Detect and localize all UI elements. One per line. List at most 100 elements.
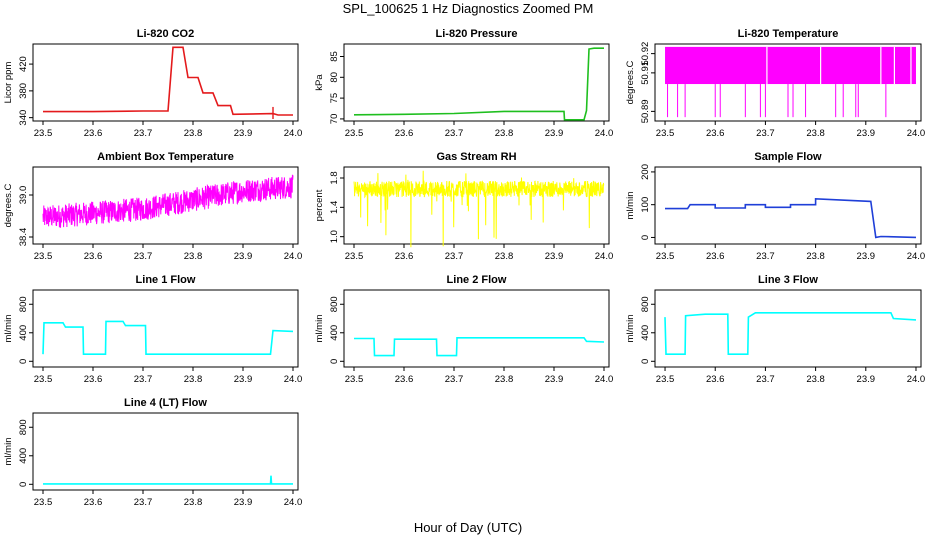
panel-1: Li-820 CO2 23.5 23.6 23.7 23.8 23.9 24.0 340 380… (3, 28, 302, 139)
y-tick-label: 0 (329, 359, 340, 364)
y-tick-label: 75 (329, 93, 340, 104)
x-tick-label: 24.0 (284, 251, 303, 262)
series-line (353, 47, 604, 121)
x-tick-label: 23.5 (34, 128, 53, 139)
y-tick-label: 50.91 (640, 61, 651, 85)
y-tick-label: 1.8 (329, 171, 340, 184)
x-tick-label: 23.9 (857, 251, 876, 262)
x-tick-label: 23.8 (184, 497, 203, 508)
figure-xlabel: Hour of Day (UTC) (414, 520, 522, 535)
x-tick-label: 23.8 (806, 128, 825, 139)
x-tick-label: 23.8 (495, 251, 514, 262)
figure-title: SPL_100625 1 Hz Diagnostics Zoomed PM (343, 1, 594, 16)
x-tick-label: 23.5 (34, 497, 53, 508)
y-tick-label: 340 (18, 110, 29, 126)
y-tick-label: 50.89 (640, 99, 651, 123)
y-axis-label: ml/min (625, 315, 636, 343)
x-tick-label: 23.6 (706, 251, 725, 262)
series-line (42, 320, 294, 356)
y-axis-label: ml/min (314, 315, 325, 343)
x-tick-label: 23.7 (756, 374, 775, 385)
panel-title: Line 1 Flow (136, 274, 196, 286)
panel-title: Li-820 Temperature (738, 28, 839, 40)
x-tick-label: 23.6 (84, 251, 103, 262)
x-tick-label: 23.7 (756, 128, 775, 139)
panel-title: Line 2 Flow (447, 274, 507, 286)
panel-title: Gas Stream RH (436, 151, 516, 163)
y-tick-label: 400 (640, 325, 651, 341)
y-tick-label: 50.92 (640, 42, 651, 66)
y-tick-label: 800 (329, 296, 340, 312)
x-tick-label: 23.7 (134, 251, 153, 262)
y-tick-label: 39.0 (18, 186, 29, 205)
y-tick-label: 200 (640, 164, 651, 180)
x-tick-label: 23.7 (134, 497, 153, 508)
y-tick-label: 1.4 (329, 201, 340, 214)
plot-frame (654, 289, 922, 368)
y-axis-label: ml/min (625, 192, 636, 220)
x-tick-label: 24.0 (595, 251, 614, 262)
series-line (665, 197, 917, 239)
x-tick-label: 23.5 (345, 251, 364, 262)
plot-frame (32, 289, 299, 368)
x-tick-label: 23.8 (495, 374, 514, 385)
y-tick-label: 400 (18, 448, 29, 464)
x-tick-label: 23.8 (184, 251, 203, 262)
panel-title: Li-820 CO2 (137, 28, 194, 40)
x-tick-label: 23.6 (706, 374, 725, 385)
x-tick-label: 23.6 (706, 128, 725, 139)
x-tick-label: 23.8 (184, 374, 203, 385)
x-tick-label: 23.5 (345, 374, 364, 385)
x-tick-label: 23.8 (184, 128, 203, 139)
series-line (353, 170, 605, 248)
x-tick-label: 24.0 (284, 128, 303, 139)
plot-frame (654, 166, 922, 245)
x-tick-label: 23.5 (34, 374, 53, 385)
x-tick-label: 23.8 (495, 128, 514, 139)
y-tick-label: 100 (640, 197, 651, 213)
y-tick-label: 0 (18, 482, 29, 487)
x-tick-label: 23.8 (806, 374, 825, 385)
y-tick-label: 85 (329, 51, 340, 62)
x-tick-label: 24.0 (284, 497, 303, 508)
y-axis-label: degrees.C (3, 183, 14, 227)
x-tick-label: 23.9 (857, 374, 876, 385)
panel-3: Li-820 Temperature 23.5 23.6 23.7 23.8 23.9 24… (625, 28, 925, 139)
x-tick-label: 23.9 (545, 128, 564, 139)
y-axis-label: degrees.C (625, 60, 636, 104)
series-line (43, 475, 293, 485)
y-tick-label: 0 (640, 359, 651, 364)
panel-title: Li-820 Pressure (436, 28, 518, 40)
x-tick-label: 23.7 (445, 374, 464, 385)
panel-2: Li-820 Pressure 23.5 23.6 23.7 23.8 23.9 24.0 7… (314, 28, 613, 139)
x-tick-label: 23.9 (234, 251, 253, 262)
x-tick-label: 24.0 (907, 128, 926, 139)
plot-frame (343, 289, 610, 368)
y-tick-label: 400 (18, 325, 29, 341)
x-tick-label: 23.6 (395, 251, 414, 262)
x-tick-label: 23.6 (84, 128, 103, 139)
panels: Li-820 CO2 23.5 23.6 23.7 23.8 23.9 24.0 340 380… (3, 28, 925, 508)
y-tick-label: 70 (329, 114, 340, 125)
x-tick-label: 23.6 (395, 374, 414, 385)
series-band (665, 46, 916, 85)
x-tick-label: 23.7 (445, 128, 464, 139)
y-tick-label: 0 (18, 359, 29, 364)
y-axis-label: Licor ppm (3, 62, 14, 104)
x-tick-label: 23.7 (134, 374, 153, 385)
panel-10: Line 4 (LT) Flow 23.5 23.6 23.7 23.8 23.9 24.0… (3, 397, 302, 508)
panel-title: Line 3 Flow (758, 274, 818, 286)
x-tick-label: 23.6 (84, 497, 103, 508)
panel-title: Line 4 (LT) Flow (124, 397, 207, 409)
x-tick-label: 23.9 (234, 497, 253, 508)
x-tick-label: 23.5 (656, 128, 675, 139)
y-tick-label: 400 (329, 325, 340, 341)
y-tick-label: 80 (329, 72, 340, 83)
series-line (354, 336, 605, 357)
x-tick-label: 23.5 (656, 251, 675, 262)
x-tick-label: 23.9 (234, 128, 253, 139)
x-tick-label: 23.6 (395, 128, 414, 139)
x-tick-label: 23.9 (857, 128, 876, 139)
panel-title: Sample Flow (754, 151, 822, 163)
plot-frame (32, 166, 299, 245)
